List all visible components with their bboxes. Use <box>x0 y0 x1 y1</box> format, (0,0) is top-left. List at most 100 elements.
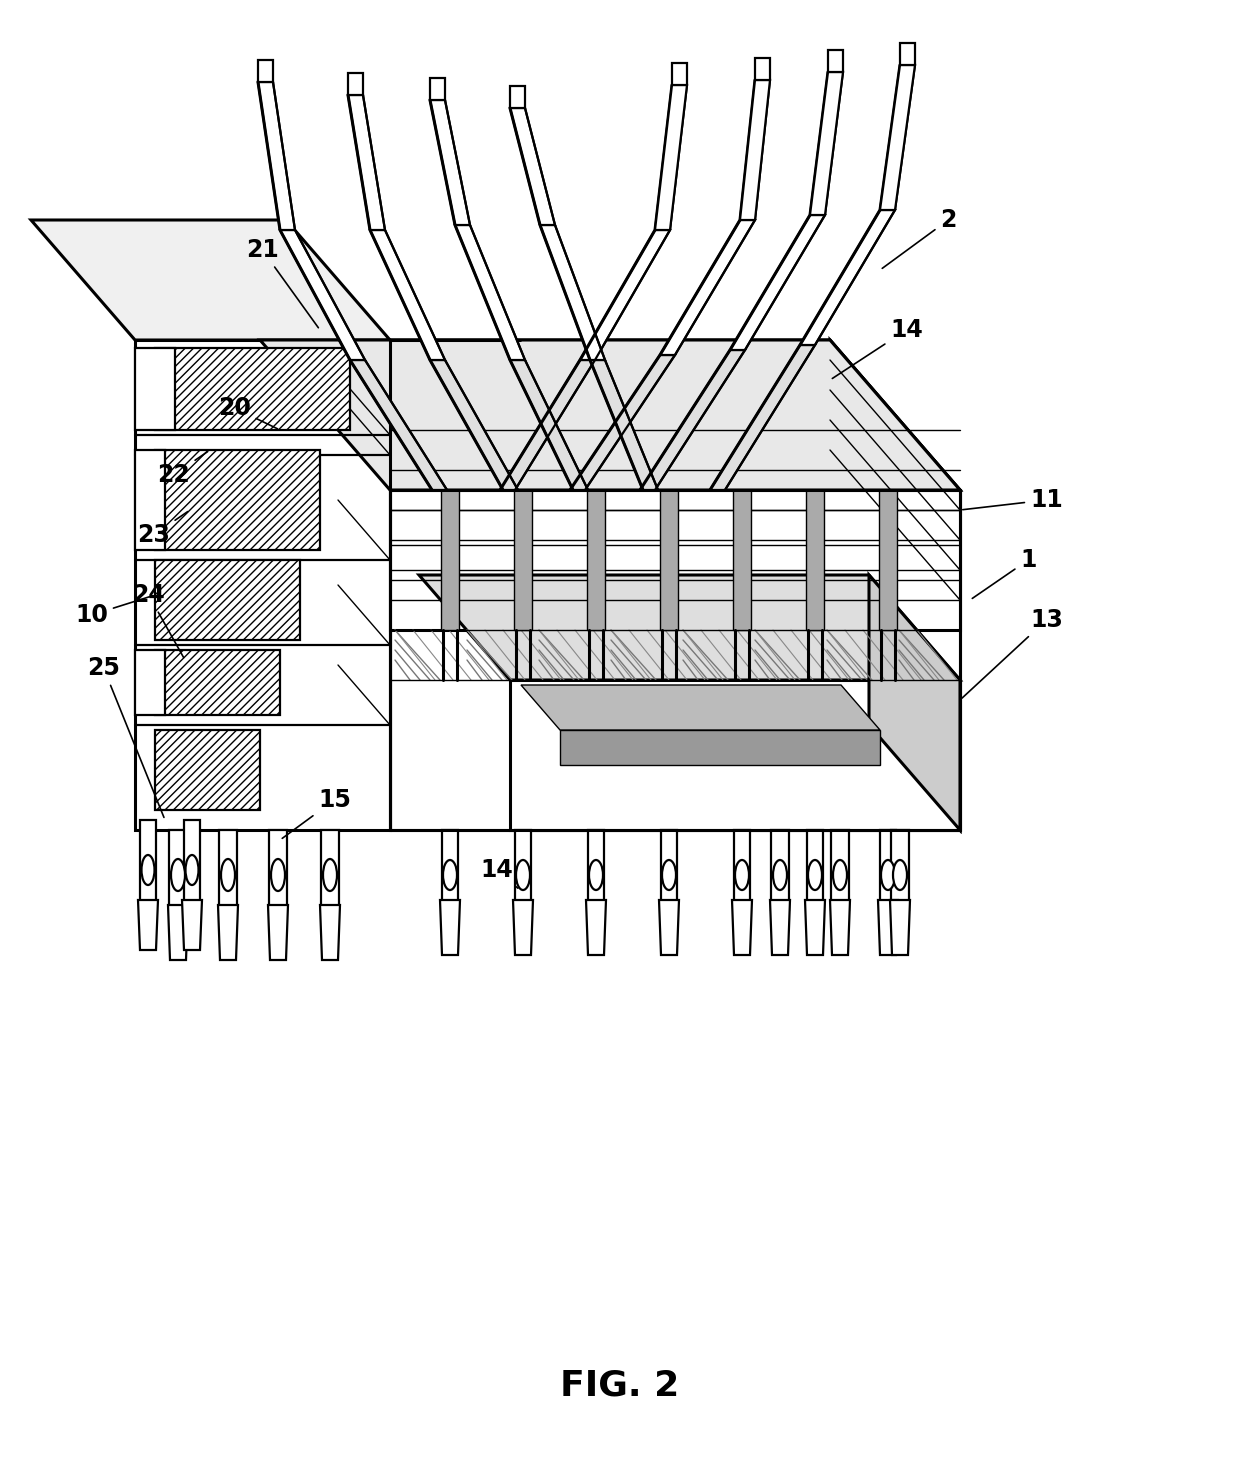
Polygon shape <box>806 490 825 630</box>
Polygon shape <box>260 340 960 490</box>
Polygon shape <box>560 730 880 765</box>
Polygon shape <box>660 221 755 355</box>
Ellipse shape <box>322 858 337 891</box>
Polygon shape <box>730 215 825 349</box>
Polygon shape <box>892 830 909 910</box>
Polygon shape <box>135 450 165 551</box>
Polygon shape <box>268 904 288 961</box>
Polygon shape <box>900 43 915 65</box>
Ellipse shape <box>221 858 236 891</box>
Text: 14: 14 <box>480 858 518 888</box>
Ellipse shape <box>833 860 847 889</box>
Polygon shape <box>155 730 260 810</box>
Ellipse shape <box>880 860 895 889</box>
Ellipse shape <box>662 860 676 889</box>
Text: 14: 14 <box>832 318 923 379</box>
Ellipse shape <box>186 855 198 885</box>
Polygon shape <box>800 210 895 345</box>
Ellipse shape <box>773 860 787 889</box>
Polygon shape <box>321 830 339 910</box>
Text: FIG. 2: FIG. 2 <box>560 1368 680 1402</box>
Text: 11: 11 <box>962 488 1063 512</box>
Polygon shape <box>830 900 849 955</box>
Text: 20: 20 <box>218 397 278 429</box>
Polygon shape <box>155 450 320 551</box>
Polygon shape <box>510 108 556 225</box>
Polygon shape <box>510 360 588 490</box>
Polygon shape <box>348 73 363 95</box>
Text: 24: 24 <box>133 583 184 657</box>
Polygon shape <box>391 490 960 630</box>
Polygon shape <box>655 84 687 229</box>
Polygon shape <box>570 355 675 490</box>
Polygon shape <box>521 685 880 730</box>
Polygon shape <box>732 900 751 955</box>
Polygon shape <box>441 830 458 910</box>
Text: 13: 13 <box>962 608 1063 699</box>
Polygon shape <box>430 101 470 225</box>
Polygon shape <box>878 900 898 955</box>
Ellipse shape <box>141 855 155 885</box>
Polygon shape <box>169 830 187 910</box>
Polygon shape <box>419 576 960 679</box>
Polygon shape <box>500 360 595 490</box>
Polygon shape <box>711 345 815 490</box>
Polygon shape <box>440 900 460 955</box>
Polygon shape <box>588 830 604 910</box>
Ellipse shape <box>893 860 906 889</box>
Text: 2: 2 <box>882 209 956 268</box>
Ellipse shape <box>443 860 458 889</box>
Polygon shape <box>182 900 202 950</box>
Polygon shape <box>184 820 200 910</box>
Polygon shape <box>828 50 843 73</box>
Polygon shape <box>539 225 605 360</box>
Text: 15: 15 <box>283 787 351 838</box>
Polygon shape <box>441 490 459 630</box>
Polygon shape <box>135 340 391 830</box>
Polygon shape <box>135 650 165 715</box>
Polygon shape <box>350 360 446 490</box>
Ellipse shape <box>808 860 822 889</box>
Polygon shape <box>258 61 273 81</box>
Polygon shape <box>260 340 960 490</box>
Text: 1: 1 <box>972 548 1037 598</box>
Polygon shape <box>740 80 770 221</box>
Polygon shape <box>805 900 825 955</box>
Polygon shape <box>733 490 751 630</box>
Polygon shape <box>770 900 790 955</box>
Polygon shape <box>280 229 365 360</box>
Polygon shape <box>580 229 670 360</box>
Polygon shape <box>218 904 238 961</box>
Polygon shape <box>155 348 350 431</box>
Polygon shape <box>31 221 391 340</box>
Polygon shape <box>135 348 175 431</box>
Text: 23: 23 <box>138 512 187 548</box>
Polygon shape <box>515 490 532 630</box>
Text: 22: 22 <box>157 451 208 487</box>
Polygon shape <box>510 679 960 830</box>
Polygon shape <box>640 349 745 490</box>
Polygon shape <box>155 650 280 715</box>
Polygon shape <box>515 830 531 910</box>
Polygon shape <box>890 900 910 955</box>
Polygon shape <box>167 904 188 961</box>
Polygon shape <box>138 900 157 950</box>
Polygon shape <box>269 830 286 910</box>
Ellipse shape <box>272 858 285 891</box>
Polygon shape <box>510 86 525 108</box>
Polygon shape <box>880 830 897 910</box>
Text: 25: 25 <box>87 656 164 817</box>
Polygon shape <box>587 900 606 955</box>
Polygon shape <box>455 225 525 360</box>
Polygon shape <box>672 64 687 84</box>
Polygon shape <box>658 900 680 955</box>
Polygon shape <box>320 904 340 961</box>
Text: 10: 10 <box>76 596 153 628</box>
Polygon shape <box>590 360 658 490</box>
Ellipse shape <box>589 860 603 889</box>
Polygon shape <box>430 78 445 101</box>
Polygon shape <box>880 65 915 210</box>
Polygon shape <box>587 490 605 630</box>
Polygon shape <box>734 830 750 910</box>
Polygon shape <box>755 58 770 80</box>
